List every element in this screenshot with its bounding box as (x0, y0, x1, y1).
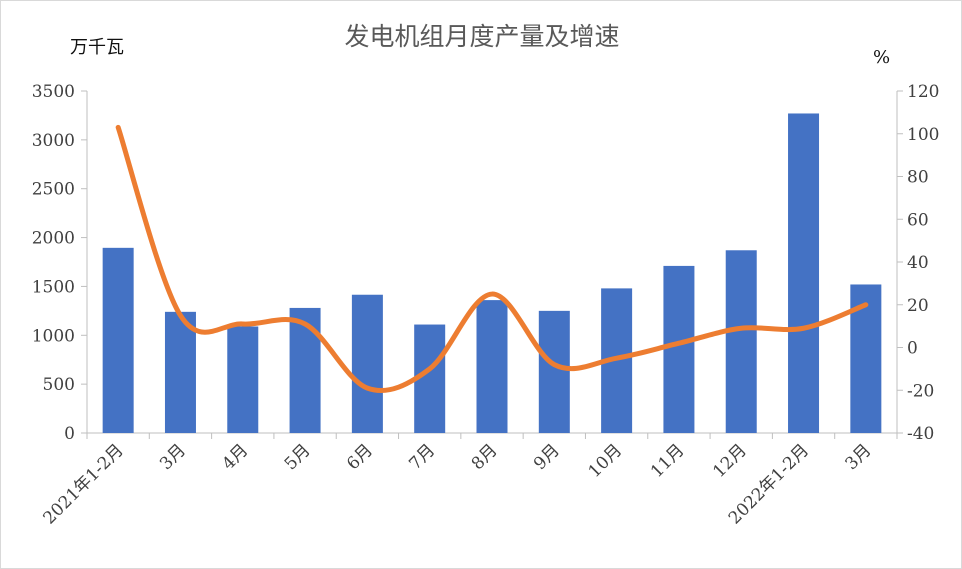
right-tick-label: 80 (907, 168, 929, 188)
right-tick-label: 60 (907, 210, 929, 230)
right-tick-label: 20 (907, 296, 929, 316)
right-tick-label: 100 (907, 125, 939, 145)
chart-title: 发电机组月度产量及增速 (344, 22, 619, 51)
category-label: 12月 (709, 440, 750, 481)
bar (538, 310, 570, 433)
bar (476, 300, 508, 433)
left-axis-unit: 万千瓦 (70, 37, 124, 58)
category-label: 6月 (343, 440, 377, 474)
right-tick-label: 40 (907, 253, 929, 273)
right-axis-ticks: -40 -20 0 20 40 60 80 100 120 (897, 82, 939, 444)
left-axis-ticks: 0 500 1000 1500 2000 2500 3000 3500 (32, 82, 87, 444)
left-tick-label: 500 (43, 375, 75, 395)
bar (788, 113, 820, 433)
left-tick-label: 2000 (32, 229, 75, 249)
right-tick-label: 0 (907, 339, 918, 359)
category-label: 9月 (530, 440, 564, 474)
bar-series (102, 113, 882, 433)
line-series (115, 124, 869, 393)
right-tick-label: -40 (907, 424, 934, 444)
growth-rate-line (115, 124, 869, 393)
category-label: 8月 (468, 440, 502, 474)
category-labels: 2021年1-2月 3月 4月 5月 6月 7月 8月 9月 10月 11月 12月2022年1-2… (40, 440, 876, 528)
category-label: 3月 (842, 440, 876, 474)
bar (102, 247, 134, 433)
category-label: 5月 (281, 440, 315, 474)
category-label: 11月 (647, 440, 688, 481)
category-label: 10月 (585, 440, 626, 481)
category-label: 3月 (156, 440, 190, 474)
left-tick-label: 1000 (32, 326, 75, 346)
bar (164, 311, 196, 433)
left-tick-label: 1500 (32, 277, 75, 297)
left-tick-label: 3500 (32, 82, 75, 102)
category-label: 4月 (218, 440, 252, 474)
bar (227, 326, 259, 433)
right-tick-label: 120 (907, 82, 939, 102)
left-tick-label: 2500 (32, 180, 75, 200)
bar (351, 294, 383, 433)
category-label: 2021年1-2月 (40, 440, 128, 528)
category-label: 7月 (405, 440, 439, 474)
bar (663, 265, 695, 433)
left-tick-label: 0 (64, 424, 75, 444)
right-axis-unit: % (873, 47, 890, 68)
right-tick-label: -20 (907, 381, 934, 401)
left-tick-label: 3000 (32, 131, 75, 151)
bar (725, 250, 757, 433)
